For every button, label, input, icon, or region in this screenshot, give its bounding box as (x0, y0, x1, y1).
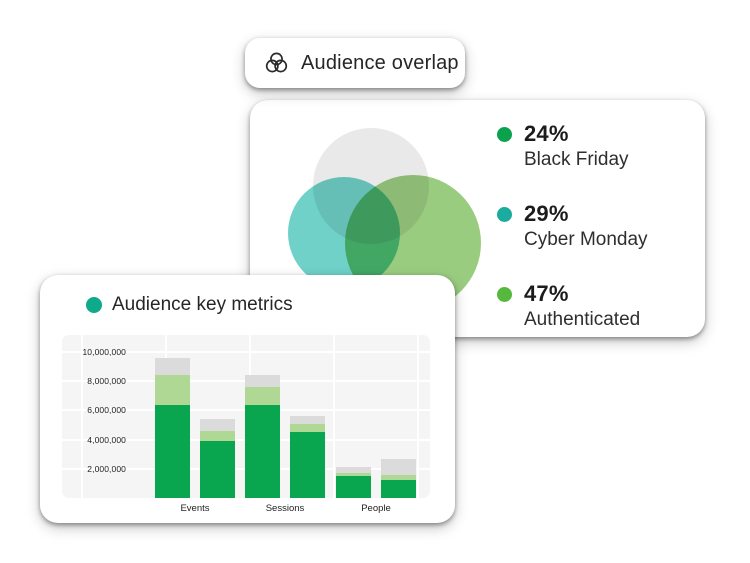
y-axis-tick-label: 8,000,000 (87, 376, 126, 387)
stacked-bar (200, 419, 235, 498)
bar-segment-green (381, 480, 416, 498)
venn-diagram-icon (263, 51, 290, 76)
bar-segment-gray (200, 419, 235, 431)
y-axis-tick-label: 10,000,000 (82, 347, 126, 357)
bar-segment-green (336, 476, 371, 498)
bar-segment-green (200, 441, 235, 498)
bar-segment-gray (290, 416, 325, 424)
x-axis-category-label: People (361, 503, 391, 514)
legend-item: 29% Cyber Monday (497, 201, 648, 252)
legend-label: Black Friday (524, 149, 629, 170)
bar-segment-green (155, 404, 190, 498)
stacked-bar (336, 467, 371, 498)
vertical-gridline (417, 335, 419, 498)
legend-dot-icon (497, 127, 512, 142)
y-axis-tick-label: 6,000,000 (87, 405, 126, 416)
y-axis-tick-label: 2,000,000 (87, 463, 126, 474)
metrics-header: Audience key metrics (86, 294, 293, 316)
legend-item: 47% Authenticated (497, 281, 648, 332)
legend-label: Cyber Monday (524, 229, 648, 250)
bar-segment-light-green (336, 473, 371, 477)
y-axis-tick-label: 4,000,000 (87, 434, 126, 445)
legend-percentage: 29% (524, 201, 569, 226)
stacked-bar (245, 375, 280, 498)
bar-segment-gray (245, 375, 280, 388)
bar-segment-light-green (200, 430, 235, 442)
stacked-bar (381, 458, 416, 498)
x-axis-category-label: Events (180, 503, 210, 514)
bar-segment-light-green (245, 387, 280, 405)
legend-label: Authenticated (524, 309, 641, 330)
badge-label: Audience overlap (301, 51, 459, 74)
legend-percentage: 24% (524, 121, 569, 146)
audience-key-metrics-card: Audience key metrics 2,000,000 4,000,000 6… (40, 275, 455, 523)
legend-item: 24% Black Friday (497, 121, 648, 172)
audience-overlap-badge: Audience overlap (245, 38, 465, 88)
metrics-card-title: Audience key metrics (112, 294, 293, 315)
x-axis-category-label: Sessions (265, 503, 305, 514)
legend-dot-icon (497, 287, 512, 302)
metrics-dot-icon (86, 297, 102, 313)
stacked-bar (155, 357, 190, 498)
legend-dot-icon (497, 207, 512, 222)
stacked-bar-chart: 2,000,000 4,000,000 6,000,000 8,000,000 10,0… (62, 335, 430, 498)
bar-segment-light-green (155, 375, 190, 405)
overlap-legend: 24% Black Friday 29% Cyber Monday 47% Authent… (497, 121, 648, 361)
bar-segment-light-green (290, 423, 325, 433)
bar-segment-gray (336, 467, 371, 474)
bar-segment-gray (155, 357, 190, 376)
vertical-gridline (81, 335, 83, 498)
vertical-gridline (333, 335, 335, 498)
horizontal-gridline (62, 351, 430, 353)
bar-segment-green (245, 404, 280, 498)
legend-percentage: 47% (524, 281, 569, 306)
stacked-bar (290, 416, 325, 498)
bar-segment-green (290, 432, 325, 498)
bar-segment-light-green (381, 474, 416, 481)
bar-segment-gray (381, 458, 416, 475)
